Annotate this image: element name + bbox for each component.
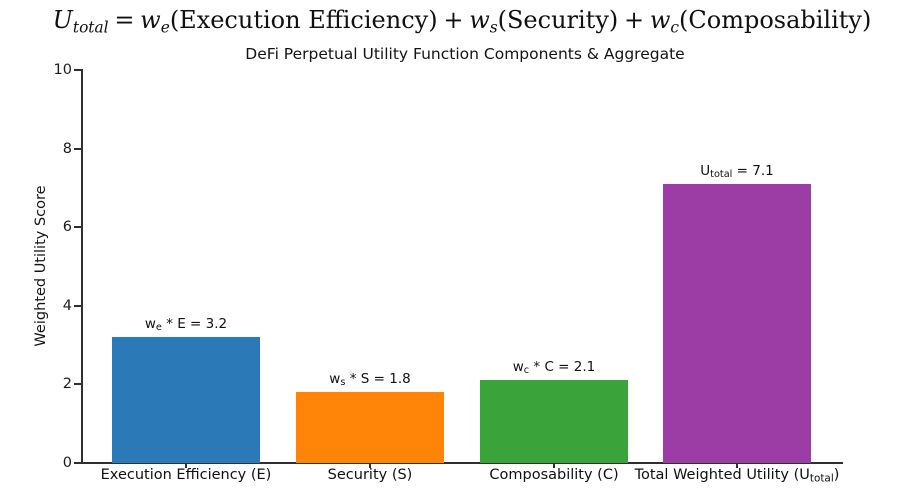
label-subscript: total	[710, 169, 733, 181]
formula-s-subscript: s	[489, 18, 498, 37]
formula-plus-sign: +	[443, 6, 464, 34]
bar-value-label-execution-efficiency-e: we * E = 3.2	[145, 316, 227, 336]
formula-u-subscript: total	[72, 18, 109, 37]
label-text: = 7.1	[732, 162, 774, 179]
x-tick-mark	[369, 463, 371, 468]
label-subscript: s	[340, 377, 346, 389]
label-text: Total Weighted Utility (U	[634, 467, 810, 483]
y-tick-label: 2	[62, 376, 72, 393]
y-tick-mark	[74, 462, 81, 464]
y-tick-label: 0	[62, 455, 72, 471]
label-text: Execution Efficiency (E)	[100, 467, 272, 483]
x-category-label-composability-c: Composability (C)	[489, 466, 618, 484]
x-category-label-total-weighted-utility-u: Total Weighted Utility (Utotal)	[635, 466, 840, 487]
label-text: * E = 3.2	[161, 316, 228, 333]
y-tick-mark	[74, 69, 81, 71]
bar-execution-efficiency-e	[112, 337, 260, 463]
y-tick-label: 4	[62, 297, 72, 314]
label-text: w	[144, 316, 156, 333]
formula-e-subscript: e	[160, 18, 170, 37]
x-axis-spine	[81, 462, 843, 464]
y-tick-mark	[74, 383, 81, 386]
label-text: U	[700, 162, 711, 179]
y-tick-label: 6	[62, 219, 72, 236]
x-tick-mark	[553, 463, 555, 468]
bar-total-weighted-utility-u	[663, 183, 811, 463]
label-text: * C = 2.1	[529, 359, 596, 376]
x-tick-mark	[736, 463, 738, 468]
label-subscript: c	[523, 365, 530, 377]
x-category-label-security-s: Security (S)	[328, 466, 413, 484]
formula-term-security: (Security)	[497, 6, 619, 34]
label-subscript: total	[809, 472, 834, 485]
formula-plus-sign: +	[624, 6, 645, 34]
formula-c-subscript: c	[670, 18, 680, 37]
y-tick-mark	[74, 226, 81, 229]
label-text: * S = 1.8	[345, 371, 411, 388]
formula-equals-sign: =	[114, 6, 135, 34]
bar-value-label-composability-c: wc * C = 2.1	[513, 359, 596, 379]
x-tick-mark	[185, 463, 187, 468]
bar-value-label-security-s: ws * S = 1.8	[329, 371, 410, 391]
formula-term-execution: (Execution Efficiency)	[169, 6, 438, 34]
label-subscript: e	[155, 322, 162, 334]
formula-u-var: U	[52, 6, 73, 34]
formula-w-var-e: w	[140, 6, 161, 34]
utility-formula: Utotal = we(Execution Efficiency) + ws(Secur…	[53, 1, 872, 46]
y-axis-label: Weighted Utility Score	[33, 185, 49, 347]
bar-value-label-total-weighted-utility-u: Utotal = 7.1	[700, 163, 774, 183]
y-tick-label: 8	[62, 140, 72, 157]
bar-security-s	[296, 392, 444, 463]
chart-title: DeFi Perpetual Utility Function Componen…	[245, 45, 685, 63]
label-text: Composability (C)	[489, 467, 619, 483]
label-text: w	[512, 359, 524, 376]
x-category-label-execution-efficiency-e: Execution Efficiency (E)	[101, 466, 272, 484]
y-tick-label: 10	[53, 62, 72, 78]
formula-w-var-c: w	[649, 6, 671, 34]
formula-term-composability: (Composability)	[679, 6, 872, 34]
bar-composability-c	[480, 380, 628, 463]
formula-w-var-s: w	[469, 6, 490, 34]
label-text: )	[833, 467, 840, 483]
y-tick-mark	[74, 147, 81, 150]
label-text: Security (S)	[327, 467, 413, 483]
y-tick-mark	[74, 304, 81, 307]
label-text: w	[329, 371, 341, 388]
y-axis-spine	[81, 69, 83, 464]
